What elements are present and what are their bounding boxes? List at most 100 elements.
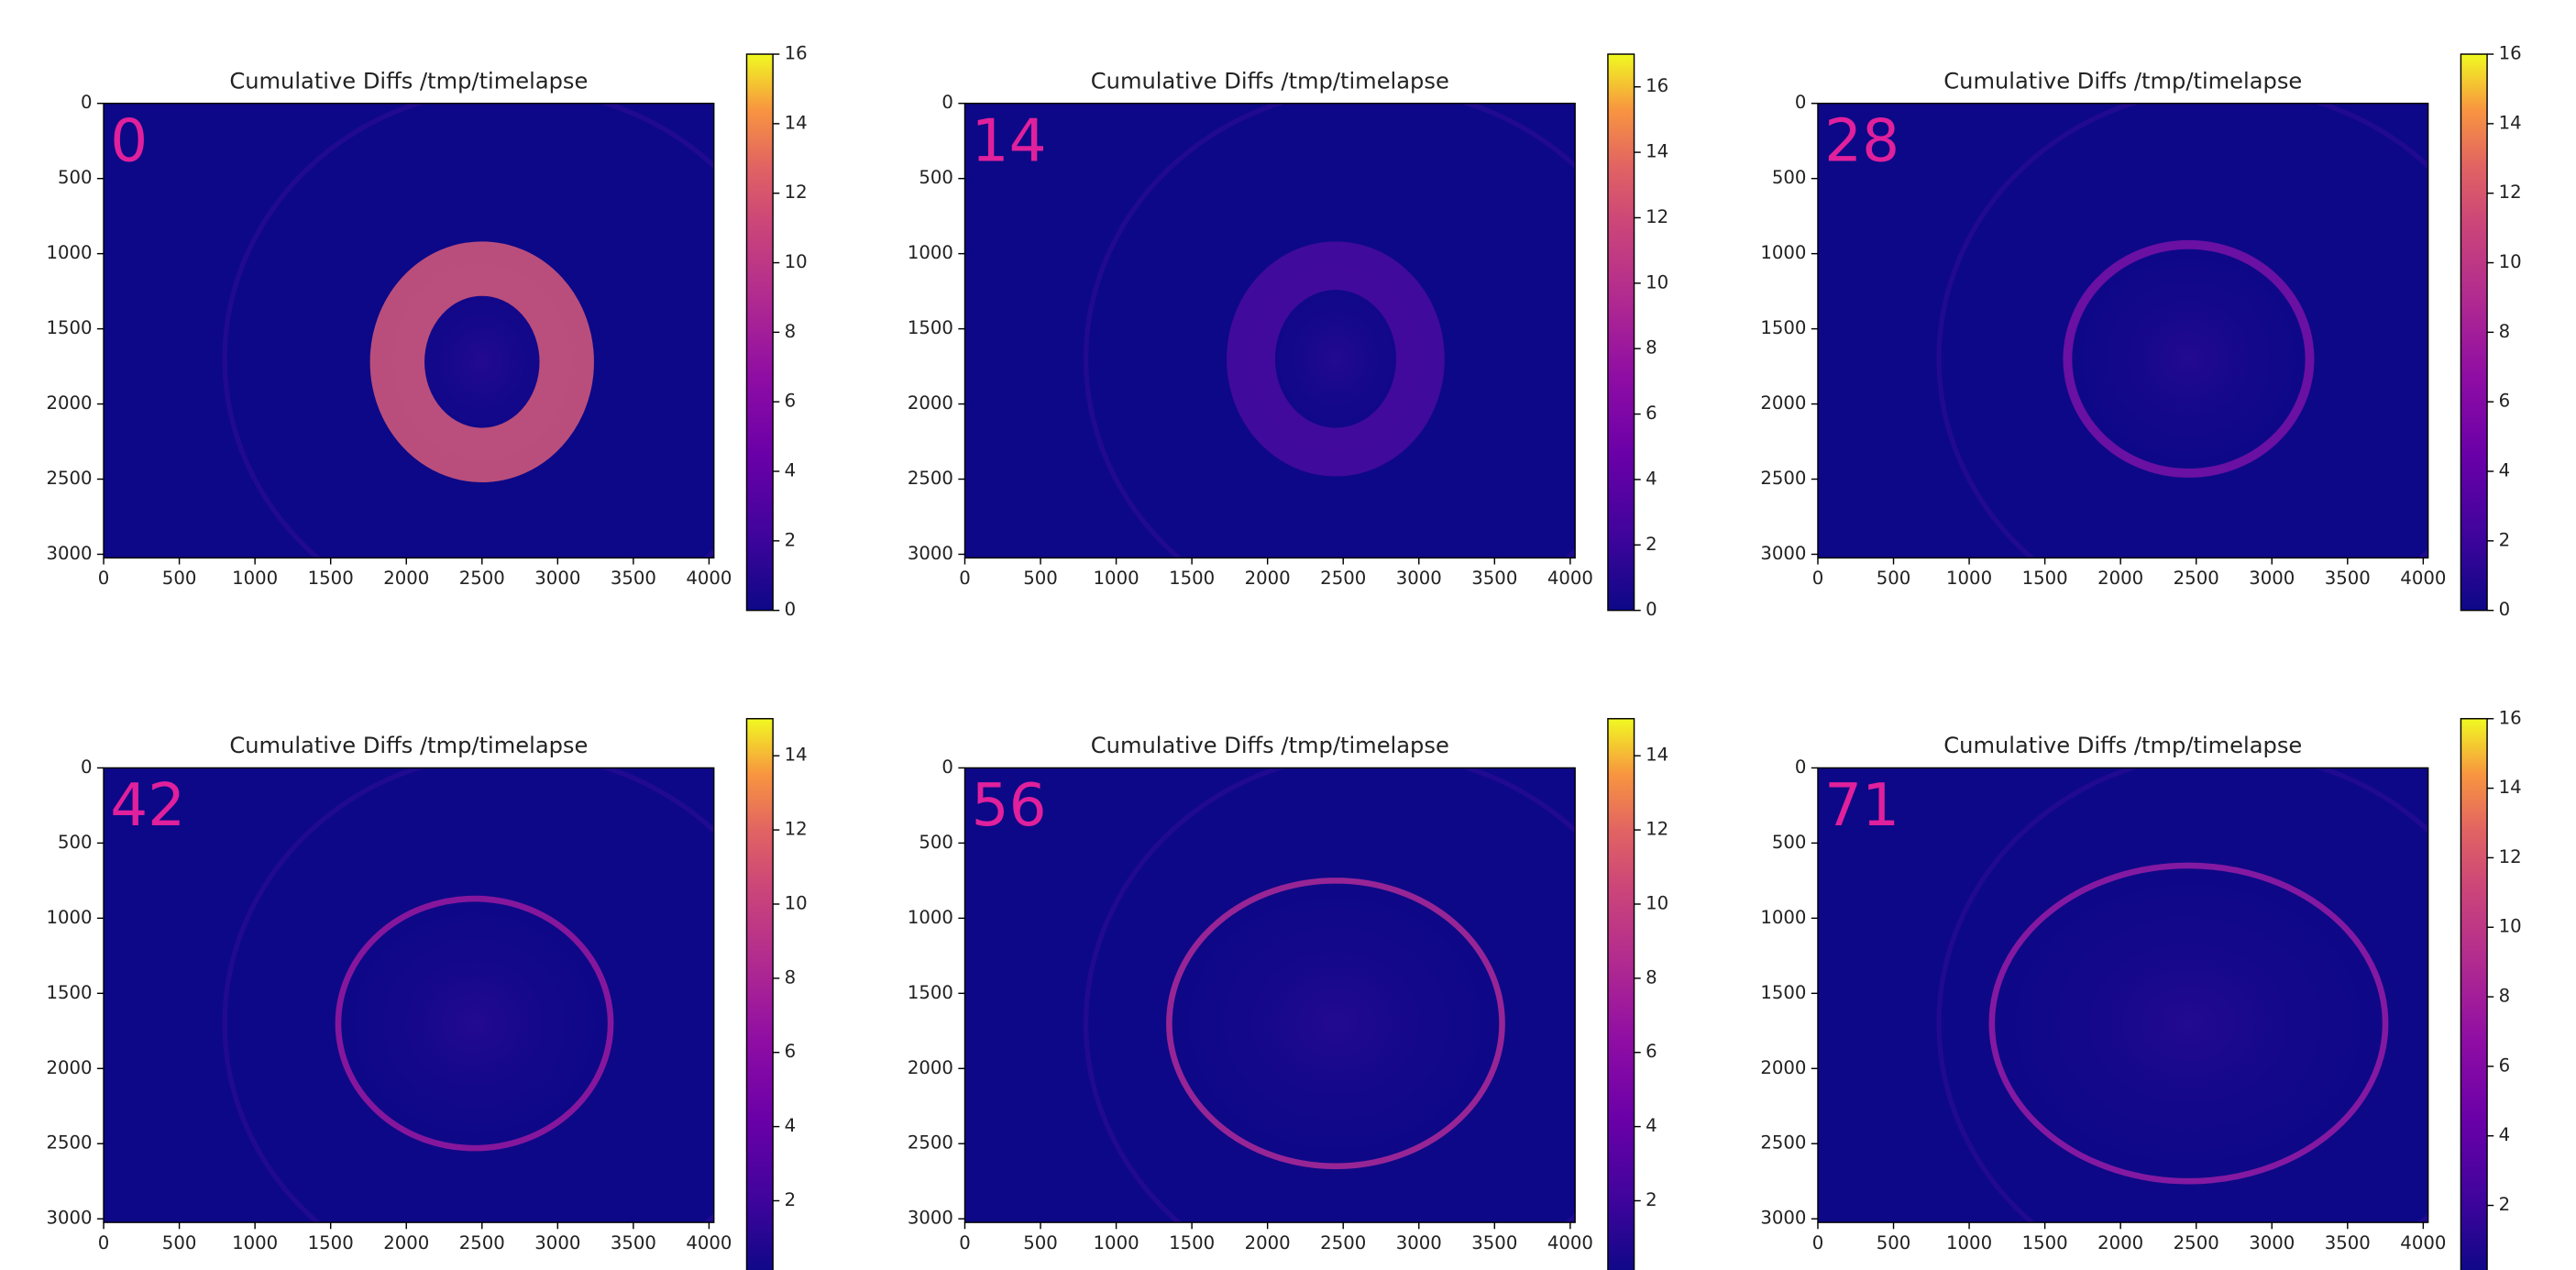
y-tick-label: 2000 [908, 1057, 953, 1078]
colorbar [745, 718, 774, 1270]
x-tick-label: 1000 [1094, 568, 1139, 589]
y-tick-label: 2500 [908, 1132, 953, 1154]
colorbar-tick-label: 6 [785, 391, 797, 412]
colorbar-tick-label: 0 [785, 599, 797, 620]
x-tick-label: 2000 [1245, 568, 1291, 589]
y-tick-label: 2500 [46, 1132, 92, 1154]
colorbar [1607, 53, 1635, 612]
x-tick-label: 4000 [686, 568, 732, 589]
panel-title: Cumulative Diffs /tmp/timelapse [1091, 68, 1449, 94]
x-tick-label: 1500 [308, 1232, 354, 1253]
colorbar-tick-label: 2 [2499, 529, 2511, 550]
panel: Cumulative Diffs /tmp/timelapse 14 0 500 100… [908, 53, 1668, 620]
colorbar-tick-label: 6 [785, 1041, 797, 1062]
dish-arc [1936, 768, 2428, 1223]
y-tick-label: 3000 [46, 543, 92, 564]
colorbar-tick-label: 4 [2499, 460, 2511, 481]
colorbar-tick-label: 14 [2499, 112, 2522, 133]
colony-ring [1988, 862, 2389, 1185]
colorbar-tick-label: 14 [785, 112, 808, 133]
colorbar-tick-label: 6 [2499, 391, 2511, 412]
y-tick-label: 0 [941, 756, 953, 778]
dish-arc [1083, 103, 1576, 558]
y-tick-label: 500 [919, 167, 953, 188]
x-tick-label: 0 [959, 568, 971, 589]
x-tick-label: 0 [98, 1232, 110, 1253]
x-tick-label: 2500 [1320, 1232, 1366, 1253]
y-tick-label: 1500 [46, 317, 92, 338]
x-tick-label: 2000 [2097, 568, 2143, 589]
panel: Cumulative Diffs /tmp/timelapse 0 0 500 1000… [46, 43, 808, 621]
y-tick-label: 500 [58, 167, 93, 188]
x-tick-label: 500 [162, 1232, 197, 1253]
colorbar-tick-label: 12 [2499, 846, 2522, 867]
y-tick-label: 2500 [908, 468, 953, 489]
y-tick-label: 1000 [908, 907, 953, 928]
x-tick-label: 2000 [2097, 1232, 2143, 1253]
y-tick-label: 2500 [1760, 468, 1806, 489]
x-tick-label: 500 [1877, 1232, 1911, 1253]
x-tick-label: 2000 [383, 1232, 429, 1253]
colorbar-tick-label: 12 [1646, 819, 1668, 840]
y-tick-label: 1000 [46, 242, 92, 263]
x-tick-label: 3000 [1396, 568, 1442, 589]
colony-ring [335, 895, 614, 1152]
image [964, 768, 1576, 1223]
x-tick-label: 3500 [2325, 568, 2371, 589]
x-tick-label: 1000 [1946, 1232, 1992, 1253]
y-tick-label: 1000 [46, 907, 92, 928]
colorbar [2460, 718, 2488, 1270]
colorbar-tick-label: 10 [785, 251, 808, 272]
x-tick-label: 4000 [2400, 568, 2446, 589]
panel-annotation: 14 [972, 106, 1047, 175]
colorbar-tick-label: 6 [1646, 1041, 1657, 1062]
x-tick-label: 1000 [232, 568, 278, 589]
x-tick-label: 0 [1812, 1232, 1824, 1253]
x-tick-label: 4000 [2400, 1232, 2446, 1253]
colorbar-tick-label: 14 [1646, 141, 1668, 162]
y-tick-label: 3000 [908, 1208, 953, 1229]
x-tick-label: 2500 [459, 568, 505, 589]
panel-annotation: 71 [1824, 771, 1899, 840]
colorbar-tick-label: 10 [1646, 271, 1668, 293]
y-tick-label: 1500 [46, 982, 92, 1003]
x-tick-label: 1500 [2022, 1232, 2068, 1253]
colorbar-tick-label: 10 [2499, 251, 2522, 272]
x-tick-label: 3500 [1471, 1232, 1517, 1253]
image [104, 103, 714, 558]
panel-annotation: 56 [972, 771, 1047, 840]
x-tick-label: 1000 [232, 1232, 278, 1253]
y-tick-label: 3000 [908, 543, 953, 564]
y-tick-label: 2000 [46, 392, 92, 414]
colorbar-tick-label: 14 [785, 745, 808, 766]
x-tick-label: 3000 [2249, 1232, 2295, 1253]
x-tick-label: 500 [1877, 568, 1911, 589]
image [964, 103, 1576, 558]
x-tick-label: 0 [98, 568, 110, 589]
y-tick-label: 0 [1795, 756, 1807, 778]
y-tick-label: 3000 [1760, 1208, 1806, 1229]
image [104, 768, 714, 1223]
colorbar-tick-label: 8 [1646, 337, 1657, 359]
x-tick-label: 3500 [611, 1232, 656, 1253]
colorbar-tick-label: 6 [1646, 403, 1657, 424]
panel-annotation: 0 [110, 106, 148, 175]
panel-title: Cumulative Diffs /tmp/timelapse [1943, 68, 2302, 94]
y-tick-label: 500 [919, 832, 953, 853]
colony-glow [2042, 221, 2334, 496]
y-tick-label: 1500 [908, 982, 953, 1003]
panel-title: Cumulative Diffs /tmp/timelapse [229, 68, 588, 94]
colorbar-tick-label: 4 [785, 460, 797, 481]
colorbar-tick-label: 16 [785, 43, 808, 64]
y-tick-label: 3000 [1760, 543, 1806, 564]
colorbar-tick-label: 14 [2499, 777, 2522, 798]
colony-ring [1166, 878, 1505, 1170]
y-tick-label: 3000 [46, 1208, 92, 1229]
colony-ring [369, 241, 594, 483]
dish-arc [1936, 103, 2428, 558]
colorbar-tick-label: 8 [1646, 966, 1657, 988]
y-tick-label: 2000 [1760, 1057, 1806, 1078]
colorbar-tick-label: 2 [2499, 1194, 2511, 1215]
